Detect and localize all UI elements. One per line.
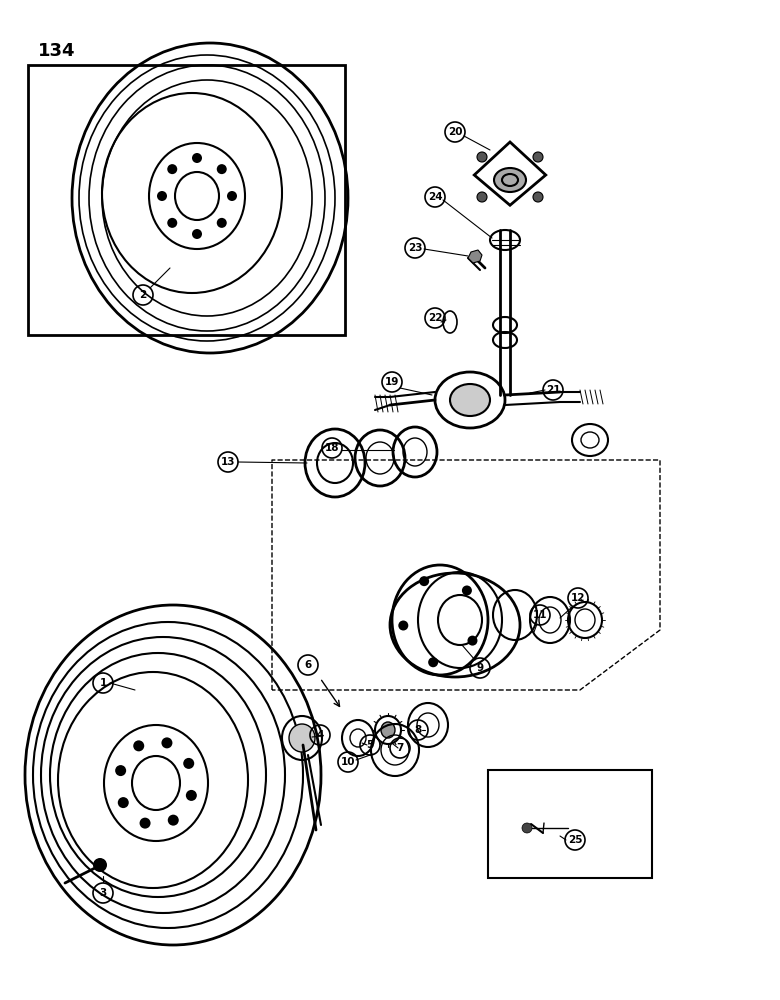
Text: 1: 1 [99,678,107,688]
Text: 19: 19 [385,377,399,387]
Circle shape [186,790,197,801]
Circle shape [133,740,144,751]
Polygon shape [468,250,482,263]
Circle shape [192,229,202,239]
Circle shape [399,621,408,631]
Text: 5: 5 [367,740,374,750]
Text: 7: 7 [396,743,404,753]
Ellipse shape [494,168,526,192]
Text: 18: 18 [324,443,339,453]
Circle shape [118,797,129,808]
Text: 25: 25 [568,835,582,845]
Circle shape [93,858,107,872]
Circle shape [533,192,543,202]
Circle shape [167,164,177,174]
Circle shape [115,765,126,776]
Circle shape [183,758,194,769]
Circle shape [522,823,532,833]
Text: 20: 20 [448,127,463,137]
Circle shape [157,191,167,201]
Circle shape [140,818,151,829]
Ellipse shape [289,724,315,752]
Circle shape [467,636,477,646]
Text: 10: 10 [341,757,355,767]
Circle shape [462,585,472,595]
Text: 12: 12 [571,593,585,603]
Circle shape [477,192,487,202]
Text: 4: 4 [317,730,324,740]
Circle shape [419,576,429,586]
Text: 6: 6 [304,660,312,670]
Text: 22: 22 [427,313,442,323]
Ellipse shape [381,722,395,738]
Text: 23: 23 [408,243,422,253]
Bar [28,65,345,335]
Circle shape [428,657,438,667]
Circle shape [168,815,179,826]
Circle shape [477,152,487,162]
Text: 24: 24 [427,192,442,202]
Text: 21: 21 [546,385,560,395]
Text: 2: 2 [140,290,147,300]
Text: 8: 8 [414,725,422,735]
Circle shape [192,153,202,163]
Circle shape [217,218,227,228]
Circle shape [217,164,227,174]
Text: 134: 134 [38,42,76,60]
Circle shape [227,191,237,201]
Text: 9: 9 [477,663,484,673]
Circle shape [533,152,543,162]
Circle shape [167,218,177,228]
Text: 3: 3 [99,888,107,898]
Circle shape [161,737,172,748]
Text: 11: 11 [533,610,548,620]
Bar [488,770,652,878]
Text: 13: 13 [221,457,236,467]
Ellipse shape [450,384,490,416]
